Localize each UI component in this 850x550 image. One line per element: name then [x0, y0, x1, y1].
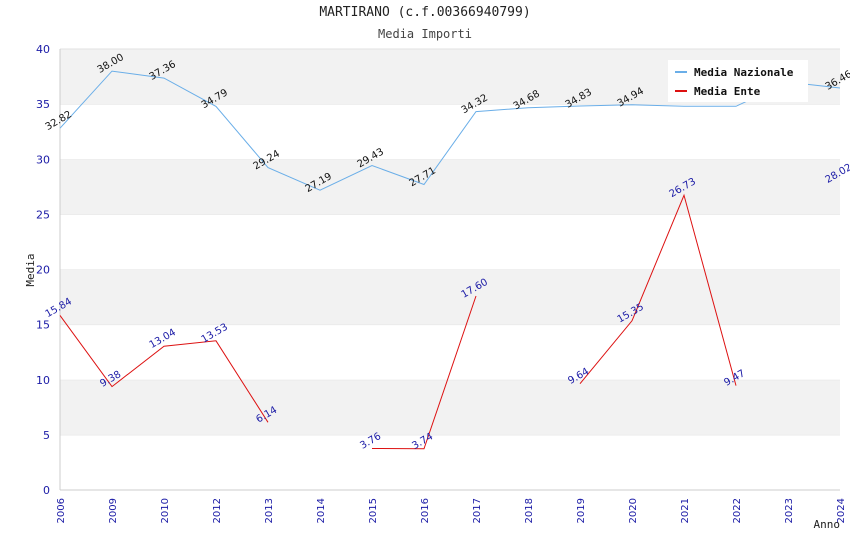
y-tick-label: 10 — [36, 374, 50, 387]
x-tick-label: 2014 — [316, 498, 327, 523]
y-axis-label: Media — [24, 253, 37, 286]
y-tick-label: 0 — [43, 484, 50, 497]
legend-label: Media Ente — [694, 85, 761, 98]
series-line — [59, 315, 269, 423]
x-tick-label: 2013 — [264, 498, 275, 523]
y-tick-label: 35 — [36, 98, 50, 111]
x-tick-labels: 2006 2009 2010 2012 2013 2014 2015 2016 2017 2018… — [56, 498, 847, 523]
x-axis-label: Anno — [814, 518, 841, 531]
x-tick-label: 2006 — [56, 498, 67, 523]
x-tick-label: 2020 — [628, 498, 639, 523]
x-tick-label: 2010 — [160, 498, 171, 523]
legend-box — [668, 60, 808, 102]
x-tick-label: 2015 — [368, 498, 379, 523]
x-tick-label: 2023 — [784, 498, 795, 523]
y-tick-label: 15 — [36, 319, 50, 332]
axes — [59, 49, 840, 491]
chart-subtitle: Media Importi — [378, 27, 472, 41]
legend-label: Media Nazionale — [694, 66, 794, 79]
grid-band — [60, 214, 840, 270]
x-tick-label: 2018 — [524, 498, 535, 523]
series-lines — [59, 70, 841, 450]
grid-band — [60, 269, 840, 325]
x-tick-label: 2024 — [836, 498, 847, 523]
x-tick-label: 2012 — [212, 498, 223, 523]
x-tick-label: 2022 — [732, 498, 743, 523]
series-line — [371, 295, 477, 450]
y-tick-label: 30 — [36, 153, 50, 166]
y-tick-label: 25 — [36, 208, 50, 221]
grid-band — [60, 434, 840, 490]
y-tick-label: 20 — [36, 264, 50, 277]
grid-band — [60, 379, 840, 435]
x-tick-label: 2019 — [576, 498, 587, 523]
y-tick-label: 40 — [36, 43, 50, 56]
x-tick-label: 2021 — [680, 498, 691, 523]
x-tick-label: 2009 — [108, 498, 119, 523]
grid-band — [60, 324, 840, 380]
grid-band — [60, 104, 840, 160]
series-line — [579, 193, 737, 386]
grid-bands — [60, 48, 840, 490]
y-tick-label: 5 — [43, 429, 50, 442]
legend: Media Nazionale Media Ente — [668, 60, 808, 102]
series-line — [59, 70, 841, 191]
grid-band — [60, 159, 840, 215]
x-tick-label: 2017 — [472, 498, 483, 523]
y-tick-labels: 0 5 10 15 20 25 30 35 40 — [36, 43, 50, 497]
x-tick-label: 2016 — [420, 498, 431, 523]
chart-title: MARTIRANO (c.f.00366940799) — [319, 5, 531, 20]
